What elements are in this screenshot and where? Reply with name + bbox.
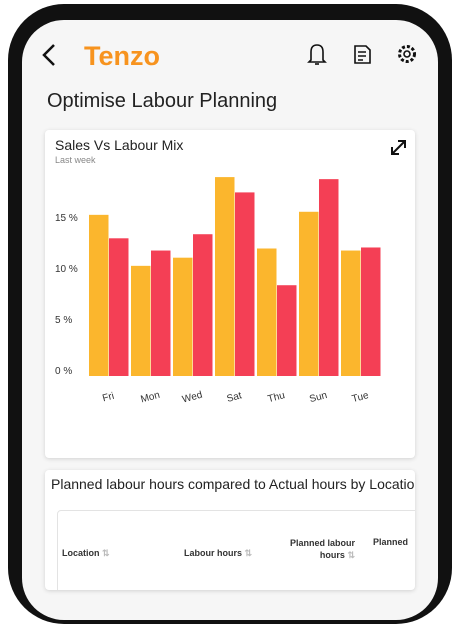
bar <box>193 234 213 376</box>
x-tick-label: Mon <box>140 390 162 406</box>
bar <box>151 250 171 376</box>
bar <box>257 248 277 376</box>
y-tick-label: 15 % <box>55 213 78 224</box>
x-tick-label: Wed <box>181 390 204 406</box>
y-tick-label: 5 % <box>55 315 72 326</box>
chart-title: Sales Vs Labour Mix <box>55 137 183 153</box>
bar <box>173 257 193 376</box>
report-icon[interactable] <box>354 45 371 64</box>
expand-button[interactable] <box>391 140 406 155</box>
top-bar: Tenzo Optimise Labour Planning <box>42 41 416 112</box>
bar <box>277 285 297 376</box>
chart: Sales Vs Labour Mix Last week 0 % 5 % 10 %… <box>55 137 406 406</box>
column-header[interactable]: Labour hours ⇅ <box>184 548 253 558</box>
page-title: Optimise Labour Planning <box>47 90 277 112</box>
x-tick-label: Sat <box>226 390 244 405</box>
y-tick-label: 0 % <box>55 366 72 377</box>
x-tick-label: Sun <box>308 390 328 405</box>
x-tick-label: Fri <box>101 391 115 405</box>
x-tick-label: Tue <box>351 390 371 405</box>
back-button[interactable] <box>42 44 55 66</box>
bar <box>299 211 319 376</box>
notifications-icon[interactable] <box>307 44 327 65</box>
y-tick-label: 10 % <box>55 264 78 275</box>
settings-icon[interactable] <box>398 45 416 63</box>
table <box>57 510 415 590</box>
bar <box>361 247 381 376</box>
chart-subtitle: Last week <box>55 155 96 165</box>
bar <box>341 250 361 376</box>
page: Tenzo Optimise Labour Planning Sales Vs … <box>8 4 452 624</box>
bar <box>215 177 235 376</box>
bar <box>319 179 339 376</box>
logo: Tenzo <box>84 41 160 71</box>
bar <box>109 238 129 376</box>
table-card: Planned labour hours compared to Actual … <box>45 470 415 590</box>
bar <box>89 214 109 376</box>
bar <box>235 192 255 376</box>
column-header[interactable]: Planned labour hours ⇅ <box>289 538 355 560</box>
column-header[interactable]: Planned <box>373 537 409 547</box>
bar <box>131 265 151 376</box>
column-header[interactable]: Location ⇅ <box>62 548 110 558</box>
table-title: Planned labour hours compared to Actual … <box>51 476 415 492</box>
x-tick-label: Thu <box>267 390 286 405</box>
